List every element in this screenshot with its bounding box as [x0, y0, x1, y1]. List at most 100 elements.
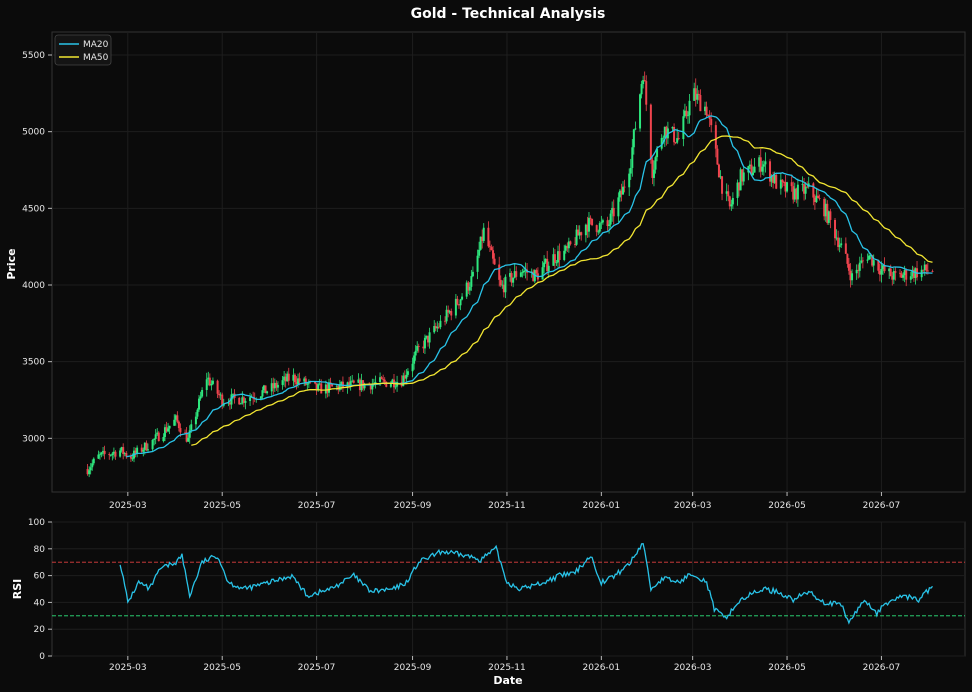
candle-body: [535, 270, 538, 274]
candle-body: [134, 450, 137, 454]
candle-body: [521, 272, 524, 274]
candle-body: [445, 309, 448, 322]
candle-body: [199, 396, 202, 399]
candle-body: [784, 182, 787, 192]
legend-ma50-label: MA50: [83, 53, 109, 63]
candle-body: [179, 428, 182, 433]
candle-body: [628, 173, 631, 188]
candle-body: [838, 245, 841, 247]
candle-body: [639, 94, 642, 129]
candle-body: [855, 269, 858, 274]
candle-body: [580, 232, 583, 236]
candle-body: [210, 383, 213, 386]
candle-body: [91, 463, 94, 468]
candle-body: [207, 377, 210, 380]
candle-body: [276, 384, 279, 388]
candle-body: [270, 383, 273, 392]
candle-body: [102, 450, 105, 453]
candle-body: [509, 273, 512, 277]
candle-body: [553, 254, 556, 263]
candle-body: [205, 379, 208, 390]
candle-body: [108, 454, 111, 456]
candle-body: [620, 190, 623, 195]
candle-body: [283, 376, 286, 381]
candle-body: [266, 391, 269, 394]
candle-body: [762, 164, 765, 167]
candle-body: [543, 262, 546, 268]
candle-body: [89, 467, 92, 471]
candle-body: [739, 169, 742, 191]
candle-body: [403, 375, 406, 379]
candle-body: [696, 93, 699, 100]
candle-body: [829, 211, 832, 220]
candle-body: [597, 231, 600, 233]
candle-body: [761, 166, 764, 172]
candle-body: [801, 184, 804, 185]
candle-body: [574, 244, 577, 245]
candle-body: [156, 432, 159, 435]
candle-body: [168, 425, 171, 429]
candle-body: [167, 428, 170, 432]
candle-body: [834, 219, 837, 239]
candle-body: [413, 355, 416, 364]
candle-body: [634, 128, 637, 130]
candle-body: [146, 449, 149, 451]
candle-body: [748, 164, 751, 167]
candle-body: [221, 394, 224, 406]
candle-body: [682, 116, 685, 140]
candle-body: [140, 447, 143, 452]
candle-body: [685, 110, 688, 116]
candle-body: [501, 284, 504, 286]
candle-body: [331, 384, 334, 387]
candle-body: [402, 375, 405, 387]
candle-body: [314, 381, 317, 384]
candle-body: [492, 250, 495, 259]
candle-body: [297, 378, 300, 385]
candle-body: [510, 273, 513, 283]
candle-body: [318, 383, 321, 385]
candle-body: [591, 218, 594, 226]
candle-body: [188, 430, 191, 438]
candle-body: [123, 453, 126, 455]
candle-body: [219, 394, 222, 396]
candle-body: [391, 379, 394, 384]
candle-body: [198, 398, 201, 410]
candle-body: [499, 279, 502, 286]
rsi-x-tick-label: 2026-01: [583, 663, 621, 673]
candle-body: [154, 434, 157, 439]
candle-body: [905, 270, 908, 280]
candle-body: [673, 126, 676, 143]
candle-body: [632, 129, 635, 148]
candle-body: [380, 377, 383, 379]
candle-body: [881, 265, 884, 270]
candle-body: [861, 260, 864, 262]
candle-body: [351, 380, 354, 382]
candle-body: [293, 374, 296, 383]
candle-body: [478, 249, 481, 256]
candle-body: [448, 311, 451, 313]
candle-body: [122, 447, 125, 455]
candle-body: [758, 157, 761, 167]
candle-body: [244, 401, 247, 403]
price-x-tick-label: 2026-07: [863, 501, 901, 511]
candle-body: [812, 183, 815, 198]
candle-body: [750, 164, 753, 176]
candle-body: [465, 282, 468, 297]
candle-body: [157, 432, 160, 442]
candle-body: [454, 298, 457, 316]
candle-body: [304, 378, 307, 385]
candle-body: [663, 126, 666, 138]
price-x-tick-label: 2025-03: [109, 501, 147, 511]
candle-body: [456, 298, 459, 305]
rsi-y-axis-label: RSI: [11, 579, 24, 600]
candle-body: [806, 186, 809, 188]
price-x-tick-label: 2025-09: [394, 501, 432, 511]
rsi-x-tick-label: 2025-09: [394, 663, 432, 673]
candle-body: [683, 110, 686, 117]
candle-body: [490, 247, 493, 251]
candle-body: [481, 236, 484, 241]
candle-body: [552, 254, 555, 266]
candle-body: [450, 311, 453, 316]
candle-body: [371, 384, 374, 390]
